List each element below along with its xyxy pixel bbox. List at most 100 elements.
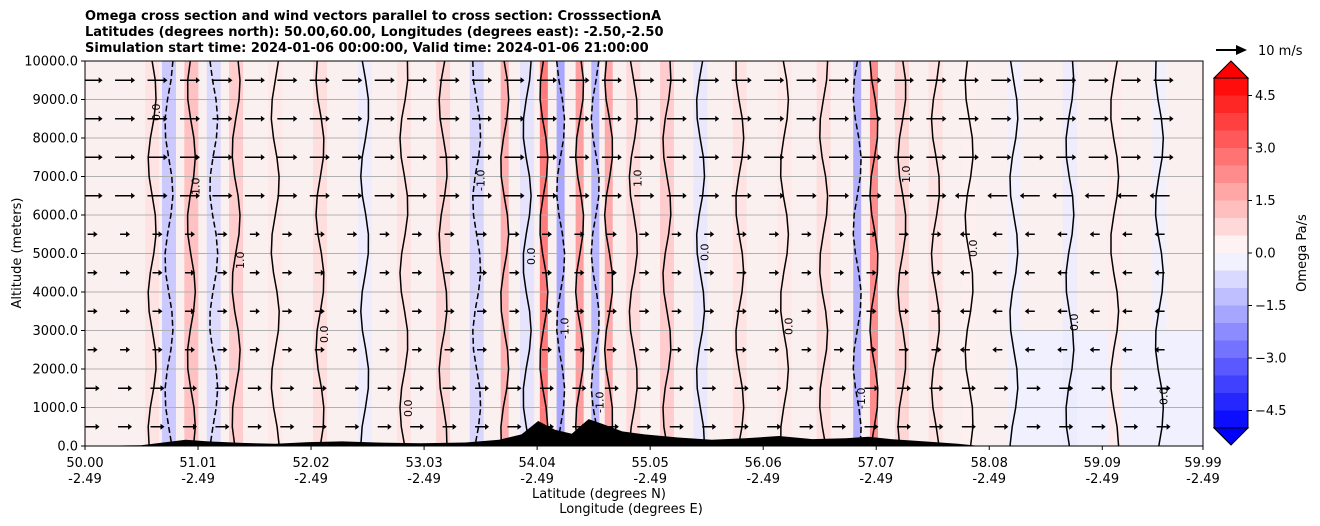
contour-label: -1.0 (593, 392, 606, 413)
x-tick-label-lat: 59.09 (1084, 456, 1121, 471)
x-tick-label-lon: -2.49 (68, 472, 102, 487)
wind-vector-head (650, 154, 655, 161)
colorbar-segment (1214, 165, 1248, 184)
wind-vector-head (677, 308, 682, 315)
wind-vector-head (710, 308, 715, 315)
wind-vector-head (547, 269, 552, 276)
wind-vector-head (158, 269, 163, 276)
wind-vector-head (385, 308, 390, 315)
wind-vector-head (1166, 423, 1171, 430)
wind-vector-head (742, 346, 747, 353)
wind-vector-head (423, 154, 428, 161)
x-tick-label-lon: -2.49 (859, 472, 893, 487)
quiver-key-label: 10 m/s (1258, 44, 1303, 59)
wind-vector-head (1052, 192, 1057, 199)
colorbar-tick-label: 1.5 (1255, 194, 1276, 209)
x-tick-label-lat: 54.04 (519, 456, 556, 471)
colorbar-segment (1214, 270, 1248, 289)
wind-vector-head (942, 154, 947, 161)
wind-vector-head (775, 346, 780, 353)
contour-line (231, 61, 241, 446)
wind-vector-head (942, 115, 947, 122)
wind-vector-head (1004, 385, 1009, 392)
wind-vector-head (840, 231, 845, 238)
wind-vector-head (1134, 423, 1139, 430)
wind-vector-head (937, 231, 942, 238)
wind-vector-head (1036, 385, 1041, 392)
wind-vector-head (1007, 77, 1012, 84)
wind-vector-head (1069, 385, 1074, 392)
wind-vector-head (163, 154, 168, 161)
contour-line (1154, 61, 1165, 446)
colorbar-segment (1214, 78, 1248, 96)
y-tick-label: 0.0 (57, 440, 78, 455)
x-tick-label-lat: 57.07 (858, 456, 895, 471)
wind-vector-head (260, 192, 265, 199)
wind-vector-head (617, 77, 622, 84)
omega-contours: 0.0 1.0 1.0 0.0 0.0 -1.0 0.0 -1.0 -1.0 1.0 0.0 0.0 -… (147, 61, 1170, 446)
wind-vector-head (225, 423, 230, 430)
wind-vector-head (1166, 385, 1171, 392)
wind-vector-head (612, 308, 617, 315)
wind-vector-head (126, 346, 131, 353)
wind-vector-head (488, 115, 493, 122)
wind-vector-head (1154, 308, 1159, 315)
wind-vector-head (520, 154, 525, 161)
wind-vector-head (775, 269, 780, 276)
wind-vector-head (192, 423, 197, 430)
wind-vector-head (679, 423, 684, 430)
colorbar-tick-label: 3.0 (1255, 142, 1276, 157)
wind-vector-head (780, 154, 785, 161)
wind-vector-head (228, 77, 233, 84)
wind-vector-head (387, 423, 392, 430)
wind-vector-head (160, 385, 165, 392)
wind-vector-head (807, 269, 812, 276)
wind-vector-head (390, 115, 395, 122)
contour-line (779, 61, 790, 446)
wind-vector-head (1057, 269, 1062, 276)
wind-vector-head (877, 154, 882, 161)
wind-vector-head (1019, 192, 1024, 199)
wind-vector-head (517, 423, 522, 430)
terrain-profile (85, 419, 1203, 446)
wind-vector-head (807, 346, 812, 353)
wind-vector-head (131, 115, 136, 122)
wind-vector-head (485, 385, 490, 392)
wind-vector-head (192, 385, 197, 392)
contour-line (735, 61, 745, 446)
wind-vector-head (293, 77, 298, 84)
wind-vector-head (909, 77, 914, 84)
wind-vector-head (959, 269, 964, 276)
wind-vector-head (959, 346, 964, 353)
quiver-key: 10 m/s (1216, 44, 1303, 59)
wind-vector-head (580, 269, 585, 276)
wind-vector-head (293, 154, 298, 161)
colorbar-segment (1214, 340, 1248, 359)
wind-vector-head (423, 77, 428, 84)
wind-vector-head (1122, 269, 1127, 276)
wind-vector-head (1024, 308, 1029, 315)
wind-vector-head (1169, 77, 1174, 84)
wind-vector-head (617, 154, 622, 161)
colorbar-tick-label: −4.5 (1255, 404, 1287, 419)
contour-label: 1.0 (900, 166, 913, 184)
wind-vector-head (418, 231, 423, 238)
wind-vector-head (904, 308, 909, 315)
wind-vector-head (320, 269, 325, 276)
wind-vector-head (483, 231, 488, 238)
colorbar-segment (1214, 235, 1248, 254)
x-tick-label-lat: 52.02 (292, 456, 329, 471)
wind-vector-head (385, 231, 390, 238)
wind-vector-head (845, 154, 850, 161)
quiver-key-arrowhead (1236, 45, 1247, 55)
contour-line (1110, 61, 1120, 446)
wind-vector-head (682, 154, 687, 161)
wind-vector-head (552, 192, 557, 199)
wind-vector-head (710, 231, 715, 238)
x-axis-label-latitude: Latitude (degrees N) (532, 487, 666, 502)
wind-vector-head (423, 115, 428, 122)
wind-vector-head (95, 385, 100, 392)
wind-vector-head (845, 192, 850, 199)
wind-vector-head (1137, 115, 1142, 122)
wind-vector-head (777, 423, 782, 430)
